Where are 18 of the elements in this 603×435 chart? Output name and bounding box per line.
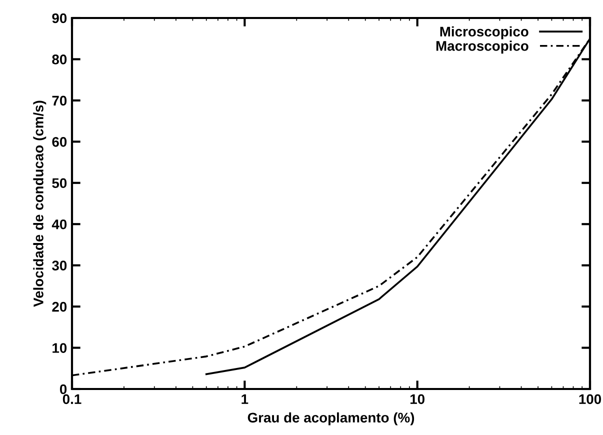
y-tick-label: 80 [52,54,67,64]
x-tick-label: 100 [579,394,602,404]
y-tick-label: 40 [52,219,67,230]
y-tick-label: 10 [52,343,67,353]
y-tick-label: 60 [52,137,67,147]
x-tick-label: 0.1 [62,394,82,404]
y-tick-label: 20 [52,302,67,312]
y-tick-label: 0 [60,384,67,394]
y-axis-title: Velocidade de conducao (cm/s) [33,100,46,307]
y-tick-label: 50 [52,178,67,188]
y-tick-label: 90 [52,13,67,24]
x-tick-label: 10 [410,394,424,404]
y-tick-label: 70 [52,96,67,106]
legend-label: Macroscopico [436,40,528,54]
legend-label: Microscopico [440,26,528,40]
x-tick-label: 1 [242,394,248,404]
y-tick-label: 30 [52,260,67,271]
x-axis-title: Grau de acoplamento (%) [248,412,414,426]
